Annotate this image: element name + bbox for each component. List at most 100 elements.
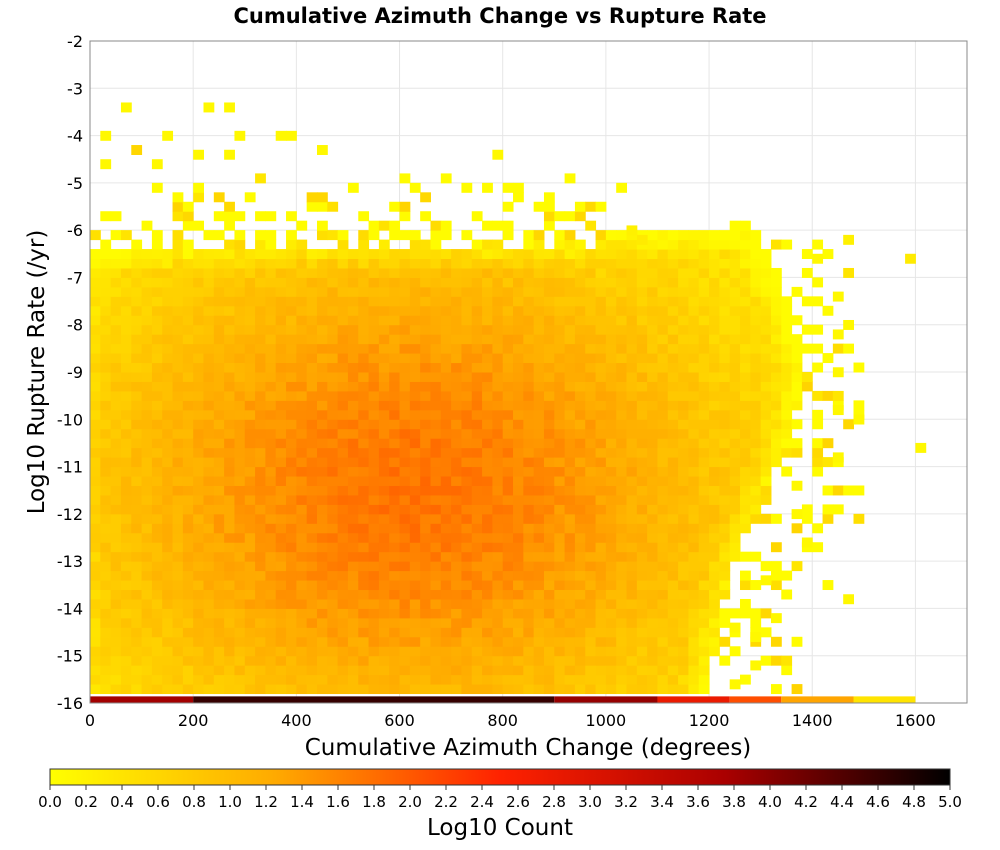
heatmap-cell (502, 419, 514, 430)
heatmap-cell (316, 428, 328, 439)
heatmap-cell (492, 504, 504, 515)
heatmap-cell (409, 372, 421, 382)
heatmap-cell (729, 428, 741, 439)
heatmap-cell (564, 513, 576, 524)
heatmap-cell (585, 201, 597, 212)
heatmap-cell (440, 334, 452, 345)
heatmap-cell (389, 390, 401, 401)
heatmap-cell (110, 655, 122, 666)
heatmap-cell (193, 362, 204, 373)
heatmap-cell (378, 296, 390, 307)
heatmap-cell (100, 438, 112, 449)
heatmap-cell (120, 315, 132, 326)
heatmap-cell (203, 476, 215, 486)
x-tick-label: 0 (85, 711, 95, 730)
heatmap-cell (719, 296, 731, 307)
heatmap-cell (502, 258, 514, 269)
heatmap-cell (636, 627, 648, 638)
heatmap-cell (151, 372, 163, 382)
heatmap-cell (502, 485, 514, 496)
heatmap-cell (451, 296, 462, 307)
heatmap-cell (698, 362, 710, 373)
heatmap-cell (141, 409, 153, 420)
heatmap-cell (636, 296, 648, 307)
heatmap-outlier-cell (131, 145, 143, 155)
heatmap-cell (337, 551, 349, 562)
heatmap-cell (337, 296, 349, 307)
heatmap-cell (90, 513, 101, 524)
heatmap-cell (636, 409, 648, 420)
heatmap-cell (740, 608, 751, 619)
heatmap-cell (688, 230, 700, 241)
heatmap-cell (616, 504, 628, 515)
heatmap-cell (574, 542, 586, 553)
heatmap-cell (131, 542, 143, 553)
heatmap-cell (523, 324, 535, 335)
heatmap-cell (770, 542, 782, 553)
heatmap-cell (255, 249, 266, 260)
heatmap-outlier-cell (843, 594, 855, 605)
heatmap-cell (564, 428, 576, 439)
heatmap-cell (843, 267, 855, 278)
heatmap-cell (502, 428, 514, 439)
heatmap-cell (255, 655, 266, 666)
heatmap-cell (337, 400, 349, 411)
heatmap-cell (636, 438, 648, 449)
heatmap-cell (564, 476, 576, 486)
heatmap-cell (224, 324, 235, 335)
heatmap-cell (740, 457, 751, 468)
heatmap-cell (316, 532, 328, 543)
heatmap-cell (420, 466, 431, 477)
heatmap-outlier-cell (729, 679, 741, 690)
heatmap-cell (389, 220, 401, 231)
heatmap-cell (151, 523, 163, 534)
heatmap-cell (719, 655, 731, 666)
heatmap-cell (616, 258, 628, 269)
heatmap-cell (750, 409, 762, 420)
heatmap-cell (533, 296, 545, 307)
heatmap-cell (265, 362, 277, 373)
heatmap-cell (420, 211, 431, 222)
heatmap-cell (203, 409, 215, 420)
heatmap-cell (678, 239, 689, 250)
heatmap-cell (616, 646, 628, 657)
heatmap-cell (409, 617, 421, 628)
heatmap-cell (709, 504, 720, 515)
heatmap-cell (409, 305, 421, 316)
heatmap-cell (337, 617, 349, 628)
heatmap-cell (172, 485, 184, 496)
heatmap-cell (151, 428, 163, 439)
heatmap-cell (131, 494, 143, 505)
heatmap-cell (358, 438, 370, 449)
heatmap-cell (729, 220, 741, 231)
heatmap-cell (430, 598, 442, 609)
heatmap-cell (255, 400, 266, 411)
heatmap-cell (482, 239, 493, 250)
y-tick-label: -6 (67, 221, 83, 240)
heatmap-cell (595, 580, 607, 591)
heatmap-cell (647, 627, 658, 638)
heatmap-cell (347, 504, 359, 515)
heatmap-cell (626, 598, 638, 609)
heatmap-cell (513, 362, 524, 373)
heatmap-cell (316, 457, 328, 468)
heatmap-cell (533, 315, 545, 326)
heatmap-cell (657, 674, 669, 685)
heatmap-cell (740, 286, 751, 297)
heatmap-cell (667, 438, 679, 449)
heatmap-cell (368, 665, 380, 676)
heatmap-cell (296, 438, 308, 449)
heatmap-cell (626, 286, 638, 297)
heatmap-cell (100, 409, 112, 420)
heatmap-cell (224, 315, 235, 326)
heatmap-cell (409, 457, 421, 468)
heatmap-cell (564, 258, 576, 269)
heatmap-cell (574, 532, 586, 543)
heatmap-cell (492, 598, 504, 609)
heatmap-cell (378, 523, 390, 534)
heatmap-cell (698, 343, 710, 354)
heatmap-cell (182, 343, 194, 354)
heatmap-cell (471, 409, 483, 420)
heatmap-cell (306, 655, 318, 666)
heatmap-cell (430, 447, 442, 458)
